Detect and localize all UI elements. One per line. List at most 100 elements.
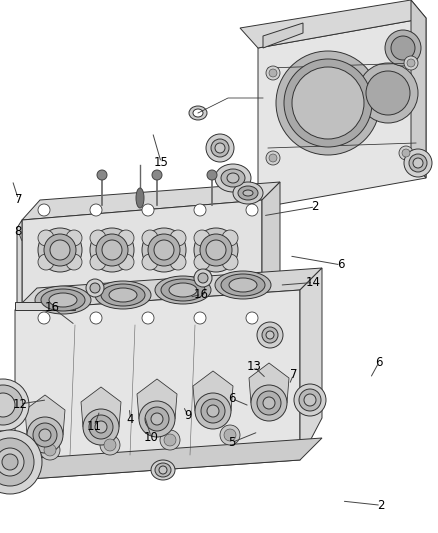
Ellipse shape <box>269 154 277 162</box>
Polygon shape <box>411 0 426 178</box>
Ellipse shape <box>399 146 413 160</box>
Ellipse shape <box>220 425 240 445</box>
Ellipse shape <box>194 254 210 270</box>
Ellipse shape <box>90 283 100 293</box>
Text: 15: 15 <box>154 156 169 169</box>
Ellipse shape <box>402 149 410 157</box>
Ellipse shape <box>66 254 82 270</box>
Ellipse shape <box>161 279 205 301</box>
Ellipse shape <box>299 389 321 411</box>
Ellipse shape <box>155 463 171 477</box>
Ellipse shape <box>170 230 186 246</box>
Ellipse shape <box>266 151 280 165</box>
Ellipse shape <box>2 454 18 470</box>
Ellipse shape <box>159 466 167 474</box>
Ellipse shape <box>40 440 60 460</box>
Ellipse shape <box>38 254 54 270</box>
Ellipse shape <box>136 188 144 208</box>
Ellipse shape <box>222 254 238 270</box>
Polygon shape <box>15 290 300 480</box>
Ellipse shape <box>413 158 423 168</box>
Ellipse shape <box>96 234 128 266</box>
Ellipse shape <box>404 149 432 177</box>
Text: 6: 6 <box>228 392 236 405</box>
Ellipse shape <box>95 281 151 309</box>
Ellipse shape <box>0 430 42 494</box>
Ellipse shape <box>0 393 15 417</box>
Ellipse shape <box>86 279 104 297</box>
Polygon shape <box>262 182 280 308</box>
Ellipse shape <box>164 434 176 446</box>
Ellipse shape <box>194 269 212 287</box>
Ellipse shape <box>304 394 316 406</box>
Ellipse shape <box>263 397 275 409</box>
Ellipse shape <box>50 240 70 260</box>
Ellipse shape <box>391 36 415 60</box>
Text: 2: 2 <box>311 200 319 213</box>
Ellipse shape <box>142 228 186 272</box>
Ellipse shape <box>385 30 421 66</box>
Polygon shape <box>193 371 233 411</box>
Ellipse shape <box>38 204 50 216</box>
Ellipse shape <box>195 393 231 429</box>
Ellipse shape <box>102 240 122 260</box>
Ellipse shape <box>0 438 34 486</box>
Text: 2: 2 <box>377 499 385 512</box>
Ellipse shape <box>155 276 211 304</box>
Ellipse shape <box>38 228 82 272</box>
Polygon shape <box>15 302 75 310</box>
Text: 14: 14 <box>306 276 321 289</box>
Ellipse shape <box>238 186 258 200</box>
Ellipse shape <box>198 273 208 283</box>
Text: 10: 10 <box>144 431 159 443</box>
Ellipse shape <box>100 435 120 455</box>
Ellipse shape <box>35 286 91 314</box>
Text: 4: 4 <box>127 413 134 426</box>
Ellipse shape <box>294 384 326 416</box>
Ellipse shape <box>90 312 102 324</box>
Ellipse shape <box>227 173 239 183</box>
Ellipse shape <box>148 234 180 266</box>
Ellipse shape <box>27 417 63 453</box>
Ellipse shape <box>151 460 175 480</box>
Ellipse shape <box>206 240 226 260</box>
Ellipse shape <box>194 228 238 272</box>
Ellipse shape <box>95 421 107 433</box>
Ellipse shape <box>193 109 203 117</box>
Ellipse shape <box>262 327 278 343</box>
Polygon shape <box>22 182 280 220</box>
Text: 16: 16 <box>194 288 209 301</box>
Ellipse shape <box>139 401 175 437</box>
Ellipse shape <box>233 182 263 204</box>
Ellipse shape <box>269 69 277 77</box>
Ellipse shape <box>276 51 380 155</box>
Ellipse shape <box>151 413 163 425</box>
Ellipse shape <box>0 385 23 425</box>
Text: 16: 16 <box>44 301 59 313</box>
Ellipse shape <box>257 322 283 348</box>
Ellipse shape <box>215 271 271 299</box>
Polygon shape <box>15 268 322 310</box>
Ellipse shape <box>266 66 280 80</box>
Ellipse shape <box>207 405 219 417</box>
Ellipse shape <box>229 278 257 292</box>
Ellipse shape <box>292 67 364 139</box>
Ellipse shape <box>90 228 134 272</box>
Ellipse shape <box>118 254 134 270</box>
Ellipse shape <box>222 230 238 246</box>
Text: 7: 7 <box>14 193 22 206</box>
Ellipse shape <box>154 240 174 260</box>
Text: 6: 6 <box>337 259 345 271</box>
Ellipse shape <box>33 423 57 447</box>
Ellipse shape <box>44 444 56 456</box>
Text: 9: 9 <box>184 409 192 422</box>
Polygon shape <box>258 18 426 208</box>
Ellipse shape <box>194 204 206 216</box>
Polygon shape <box>22 200 262 328</box>
Text: 6: 6 <box>375 356 383 369</box>
Ellipse shape <box>221 169 245 187</box>
Ellipse shape <box>246 204 258 216</box>
Ellipse shape <box>90 204 102 216</box>
Text: 12: 12 <box>12 398 27 410</box>
Text: 13: 13 <box>247 360 261 373</box>
